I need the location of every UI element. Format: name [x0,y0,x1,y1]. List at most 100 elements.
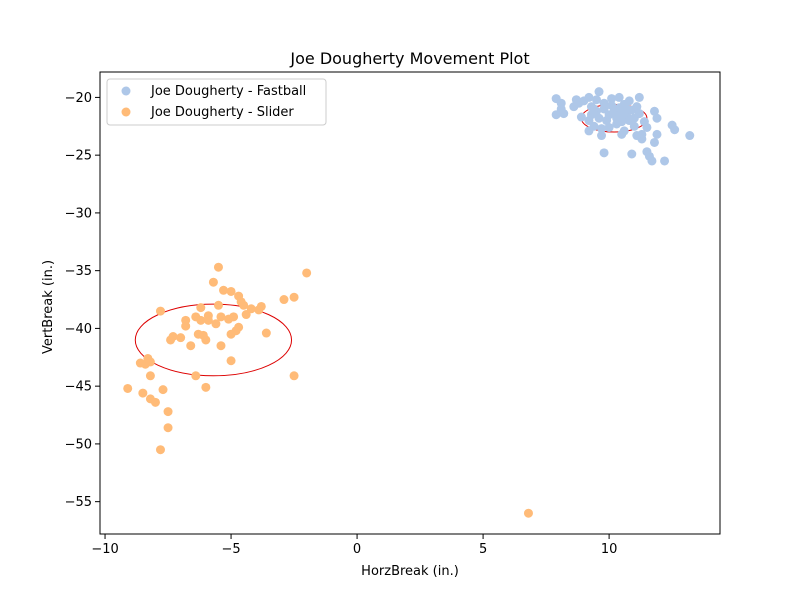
data-point-slider [145,357,155,367]
data-point-slider [234,322,244,332]
data-point-slider [239,300,249,310]
data-point-slider [201,335,211,345]
legend-marker-fastball [121,86,131,96]
data-point-fastball [627,149,637,159]
data-point-slider [201,382,211,392]
data-point-slider [208,277,218,287]
x-tick-label: 5 [479,542,487,557]
data-point-slider [261,328,271,338]
data-point-fastball [624,96,634,106]
data-point-slider [523,508,533,518]
data-point-fastball [614,92,624,102]
y-tick-label: −50 [65,437,92,452]
data-point-slider [289,292,299,302]
legend: Joe Dougherty - Fastball Joe Dougherty -… [106,78,327,126]
legend-box [106,78,327,126]
data-point-slider [216,312,226,322]
y-tick-label: −20 [65,91,92,106]
x-tick-label: 10 [601,542,618,557]
data-point-slider [181,315,191,325]
data-point-fastball [599,148,609,158]
data-point-fastball [652,113,662,123]
points-layer [123,87,695,518]
legend-label-fastball: Joe Dougherty - Fastball [150,84,306,99]
data-point-fastball [594,113,604,123]
x-axis-label: HorzBreak (in.) [361,564,459,579]
data-point-slider [155,306,165,316]
data-point-fastball [594,87,604,97]
data-point-slider [196,303,206,313]
data-point-slider [203,315,213,325]
data-point-fastball [660,156,670,166]
data-point-fastball [634,109,644,119]
data-point-slider [176,333,186,343]
x-tick-label: −5 [221,542,240,557]
y-ticks: −20 −25 −30 −35 −40 −45 −50 −55 [65,91,100,510]
legend-label-slider: Joe Dougherty - Slider [150,105,294,120]
data-point-fastball [634,92,644,102]
y-tick-label: −30 [65,206,92,221]
data-point-fastball [652,129,662,139]
data-point-slider [279,295,289,305]
data-point-fastball [599,98,609,108]
data-point-fastball [617,129,627,139]
data-point-fastball [647,156,657,166]
y-tick-label: −45 [65,380,92,395]
data-point-slider [256,301,266,311]
x-tick-label: 0 [353,542,361,557]
chart-title: Joe Dougherty Movement Plot [289,49,529,68]
data-point-slider [155,445,165,455]
legend-marker-slider [121,107,131,117]
y-axis-label: VertBreak (in.) [41,260,56,354]
data-point-slider [123,383,133,393]
data-point-fastball [592,95,601,105]
data-point-fastball [584,92,594,102]
data-point-fastball [632,131,642,141]
data-point-slider [246,304,256,314]
data-point-fastball [642,122,652,132]
y-tick-label: −25 [65,149,92,164]
data-point-fastball [604,122,614,132]
data-point-fastball [597,131,607,141]
data-point-fastball [597,124,607,134]
data-point-slider [158,385,168,395]
x-tick-label: −10 [91,542,118,557]
data-point-slider [219,285,228,295]
data-point-fastball [576,112,586,122]
data-point-slider [226,356,236,366]
data-point-slider [211,319,221,329]
ellipses-layer [134,103,648,377]
confidence-ellipse-slider [134,303,293,377]
y-tick-label: −35 [65,264,92,279]
data-point-fastball [632,102,642,112]
data-point-fastball [584,126,594,136]
data-point-fastball [649,137,659,147]
y-tick-label: −40 [65,322,92,337]
data-point-slider [196,315,206,325]
data-point-fastball [551,110,561,120]
data-point-fastball [670,125,680,135]
data-point-slider [186,341,196,351]
data-point-slider [145,371,155,381]
data-point-slider [229,312,239,322]
x-ticks: −10 −5 0 5 10 [91,534,617,557]
data-point-slider [191,371,201,381]
data-point-slider [226,286,236,296]
data-point-fastball [629,121,639,131]
data-point-fastball [685,131,695,141]
data-point-slider [213,300,223,310]
data-point-slider [163,423,173,433]
data-point-slider [163,407,173,417]
data-point-slider [216,341,226,351]
data-point-fastball [649,106,659,116]
data-point-slider [289,371,299,381]
data-point-fastball [589,104,599,114]
data-point-slider [138,388,148,398]
data-point-slider [302,268,312,278]
data-point-fastball [622,104,632,114]
plot-frame [99,71,721,535]
data-point-fastball [559,109,569,119]
data-point-slider [150,397,160,407]
y-tick-label: −55 [65,495,92,510]
